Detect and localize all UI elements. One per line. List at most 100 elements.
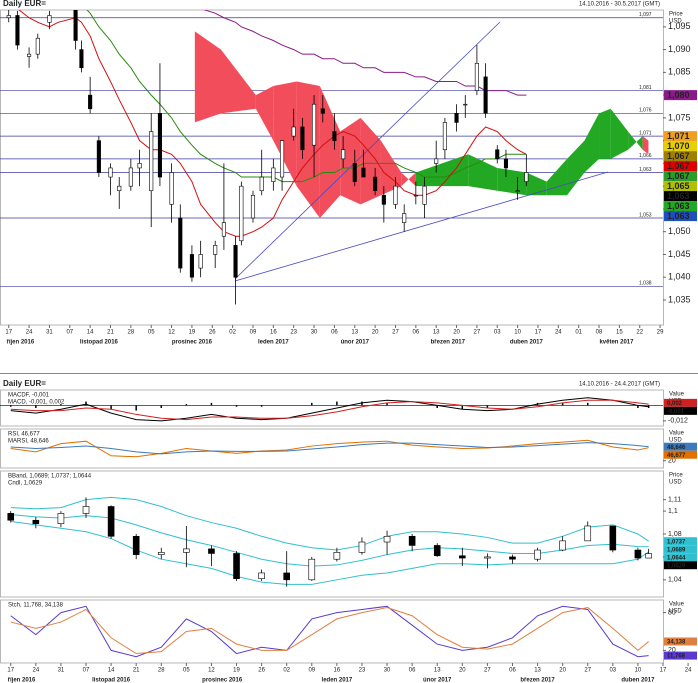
chart-subtitle: 14.10.2016 - 30.5.2017 (GMT) bbox=[579, 2, 660, 8]
x-tick-label: 17 bbox=[660, 668, 667, 674]
candle-body bbox=[157, 552, 165, 555]
cloud-segment bbox=[319, 86, 341, 219]
candle-body bbox=[408, 535, 416, 546]
y-axis-label: USD bbox=[669, 19, 682, 25]
y-tick-label: 1,11 bbox=[668, 496, 681, 503]
panel-frame bbox=[0, 428, 664, 469]
candle-body bbox=[157, 113, 162, 178]
series-line bbox=[10, 399, 649, 421]
x-tick-label: 22 bbox=[636, 330, 643, 336]
y-tick-label: 1,090 bbox=[668, 44, 691, 54]
candle-body bbox=[259, 176, 264, 192]
candle-body bbox=[402, 213, 407, 223]
cloud-segment bbox=[599, 108, 611, 159]
y-tick-label: 1,050 bbox=[668, 226, 691, 236]
cloud-segment bbox=[468, 154, 498, 191]
price-tag bbox=[664, 201, 697, 212]
price-tag-label: 1,0644 bbox=[667, 555, 686, 561]
month-label: březen 2017 bbox=[431, 340, 466, 346]
candle-body bbox=[221, 222, 226, 237]
x-tick-label: 16 bbox=[334, 668, 341, 674]
candle-body bbox=[107, 506, 115, 537]
candle-body bbox=[233, 553, 240, 579]
candle-body bbox=[233, 245, 238, 278]
cloud-segment bbox=[401, 172, 416, 187]
candle-body bbox=[15, 15, 20, 46]
price-tag-label: 1,063 bbox=[667, 201, 690, 211]
series-line bbox=[10, 442, 649, 455]
y-tick-label: 1,085 bbox=[668, 67, 691, 77]
indicator-line bbox=[10, 514, 649, 567]
price-tag bbox=[664, 161, 697, 172]
candle-body bbox=[454, 113, 459, 123]
y-tick-label: 1,04 bbox=[668, 577, 682, 584]
cloud-segment bbox=[255, 86, 274, 141]
candle-body bbox=[341, 149, 346, 160]
candle-body bbox=[57, 513, 65, 524]
y-tick-label: 80 bbox=[668, 609, 676, 616]
level-label: 1,063 bbox=[639, 167, 652, 173]
candle-body bbox=[358, 541, 366, 553]
candle-body bbox=[534, 549, 541, 560]
panel-frame bbox=[0, 389, 664, 427]
x-tick-label: 19 bbox=[233, 668, 240, 674]
candle-body bbox=[271, 167, 276, 182]
x-tick-label: 17 bbox=[7, 668, 14, 674]
x-tick-label: 23 bbox=[359, 668, 366, 674]
candle-body bbox=[559, 540, 566, 551]
candle-body bbox=[413, 194, 418, 197]
x-tick-label: 30 bbox=[311, 330, 318, 336]
level-label: 1,066 bbox=[639, 153, 652, 159]
candle-body bbox=[82, 506, 90, 514]
candle-body bbox=[250, 194, 256, 219]
month-label: únor 2017 bbox=[423, 678, 452, 683]
candle-body bbox=[300, 126, 305, 151]
x-tick-label: 28 bbox=[158, 668, 165, 674]
histogram-bar bbox=[160, 405, 163, 408]
month-label: leden 2017 bbox=[258, 340, 289, 346]
month-label: květen 2017 bbox=[599, 340, 634, 346]
candle-body bbox=[169, 172, 174, 205]
y-tick-label: 1,045 bbox=[668, 249, 691, 259]
price-tag-label: -0,001 bbox=[667, 409, 685, 415]
month-label: březen 2017 bbox=[520, 678, 555, 683]
candle-body bbox=[198, 254, 203, 269]
indicator-label: MARSI, 48,646 bbox=[8, 439, 49, 445]
x-tick-label: 14 bbox=[87, 330, 94, 336]
x-tick-label: 21 bbox=[107, 330, 114, 336]
candle-body bbox=[149, 131, 154, 192]
histogram-bar bbox=[486, 405, 489, 408]
candle-body bbox=[503, 158, 509, 169]
month-label: duben 2017 bbox=[621, 678, 655, 683]
x-tick-label: 27 bbox=[474, 330, 481, 336]
price-tag bbox=[664, 450, 697, 459]
histogram-bar bbox=[210, 402, 213, 406]
price-tag bbox=[664, 181, 697, 192]
cloud-segment bbox=[642, 136, 649, 155]
month-label: říjen 2016 bbox=[7, 340, 35, 346]
histogram-bar bbox=[336, 401, 338, 406]
candle-body bbox=[117, 185, 122, 192]
x-tick-label: 26 bbox=[258, 668, 265, 674]
candle-body bbox=[183, 548, 190, 553]
x-tick-label: 01 bbox=[575, 330, 582, 336]
level-label: 1,097 bbox=[639, 12, 652, 18]
price-tag bbox=[664, 90, 697, 101]
level-label: 1,053 bbox=[639, 212, 652, 218]
x-tick-label: 28 bbox=[128, 330, 135, 336]
month-label: listopad 2016 bbox=[80, 340, 119, 346]
x-tick-label: 31 bbox=[58, 668, 65, 674]
x-tick-label: 13 bbox=[534, 668, 541, 674]
candle-body bbox=[108, 167, 113, 178]
price-tag bbox=[664, 211, 697, 222]
candle-body bbox=[434, 158, 439, 164]
price-tag bbox=[664, 131, 697, 142]
price-tag bbox=[664, 637, 697, 646]
candle-body bbox=[383, 535, 391, 543]
price-tag bbox=[664, 141, 697, 152]
price-tag-label: 1,071 bbox=[667, 131, 690, 141]
price-tag-label: 1,067 bbox=[667, 161, 690, 171]
